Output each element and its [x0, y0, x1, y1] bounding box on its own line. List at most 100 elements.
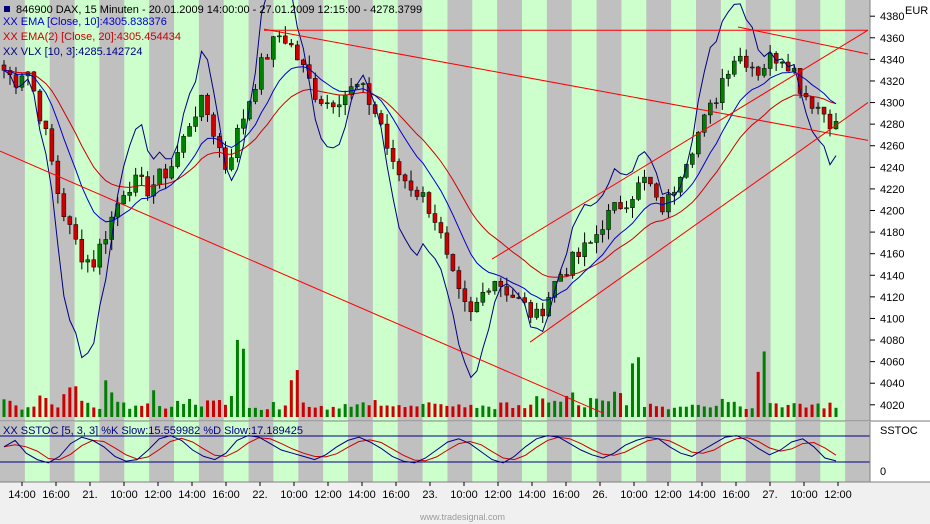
price-tick-label: 4200 — [880, 206, 904, 218]
volume-bar — [726, 402, 730, 417]
volume-bar — [607, 401, 611, 417]
volume-bar — [217, 399, 221, 417]
volume-bar — [421, 403, 425, 417]
time-tick-label: 10:00 — [790, 489, 818, 501]
candle-body — [313, 78, 318, 100]
candle-body — [690, 153, 695, 165]
candle-body — [408, 180, 414, 191]
candle-body — [726, 73, 731, 79]
candle-body — [121, 195, 126, 205]
stoch-session-bands — [0, 422, 871, 482]
time-tick-label: 16:00 — [722, 489, 750, 501]
candle-body — [205, 94, 210, 116]
time-tick-label: 10:00 — [620, 489, 648, 501]
price-tick-label: 4300 — [880, 98, 904, 110]
candle-body — [318, 99, 324, 104]
volume-bar — [307, 406, 311, 417]
candle-body — [528, 302, 533, 318]
band-column — [248, 422, 274, 482]
candle-body — [462, 288, 468, 302]
time-tick-label: 14:00 — [8, 489, 36, 501]
volume-bar — [385, 405, 389, 417]
volume-bar — [798, 403, 802, 417]
volume-bar — [595, 398, 599, 417]
candle-body — [414, 189, 420, 197]
candle-body — [636, 182, 641, 200]
band-column — [372, 0, 399, 421]
volume-bar — [625, 405, 629, 417]
candle-body — [779, 61, 785, 64]
volume-bar — [409, 405, 413, 417]
price-tick-label: 4380 — [880, 11, 904, 23]
time-tick-label: 16:00 — [42, 489, 70, 501]
volume-bar — [451, 406, 455, 417]
candle-body — [103, 239, 109, 245]
band-column — [223, 422, 250, 482]
candle-body — [31, 71, 37, 92]
candle-body — [271, 36, 276, 60]
volume-bar — [714, 405, 718, 417]
time-axis — [0, 482, 930, 524]
candle-body — [181, 136, 186, 153]
candle-body — [702, 114, 707, 133]
volume-bar — [666, 409, 670, 417]
volume-bar — [804, 407, 808, 417]
price-tick-label: 4080 — [880, 335, 904, 347]
volume-bar — [696, 404, 700, 417]
candle-body — [588, 242, 593, 244]
price-tick-label: 4140 — [880, 270, 904, 282]
volume-bar — [517, 405, 521, 417]
volume-bar — [613, 391, 617, 417]
band-column — [671, 0, 697, 421]
volume-bar — [577, 405, 581, 417]
volume-bar — [499, 402, 503, 417]
trendline — [263, 28, 869, 141]
candle-body — [827, 113, 833, 130]
candle-body — [492, 281, 498, 292]
band-column — [820, 422, 846, 482]
band-column — [99, 0, 125, 421]
volume-bar — [487, 406, 491, 417]
band-column — [174, 0, 200, 421]
volume-bar — [391, 406, 395, 417]
volume-bar — [176, 400, 180, 417]
trendline — [529, 102, 869, 343]
stoch-axis-zero: 0 — [880, 466, 886, 478]
volume-bar — [349, 406, 353, 417]
volume-bar — [164, 408, 168, 417]
volume-bar — [211, 400, 215, 417]
volume-bar — [702, 406, 706, 417]
volume-bar — [660, 406, 664, 417]
volume-bar — [415, 406, 419, 417]
time-tick-label: 14:00 — [688, 489, 716, 501]
legend-ema10: XX EMA [Close, 10]:4305.838376 — [3, 16, 167, 28]
time-tick-label: 12:00 — [824, 489, 852, 501]
candle-body — [289, 43, 294, 46]
band-column — [298, 422, 324, 482]
volume-bar — [122, 402, 126, 417]
volume-bar — [397, 405, 401, 417]
band-column — [497, 422, 523, 482]
volume-bar — [433, 403, 437, 417]
volume-bar — [762, 351, 766, 417]
time-tick-label: 22. — [252, 489, 267, 501]
stoch-axis — [870, 422, 930, 482]
volume-bar — [8, 400, 12, 417]
candle-body — [522, 297, 527, 303]
candle-body — [211, 114, 216, 137]
volume-bar — [678, 406, 682, 417]
legend-ema20: XX EMA(2) [Close, 20]:4305.454434 — [3, 31, 181, 43]
candle-body — [450, 254, 456, 271]
candle-body — [618, 202, 623, 210]
volume-bar — [565, 395, 569, 417]
volume-bar — [62, 394, 66, 417]
volume-bar — [158, 406, 162, 417]
volume-bar — [50, 404, 54, 417]
volume-bar — [511, 407, 515, 417]
volume-bar — [469, 404, 473, 417]
volume-bar — [116, 401, 120, 417]
band-column — [571, 0, 598, 421]
candle-body — [169, 166, 174, 179]
candle-body — [426, 192, 432, 214]
volume-bar — [235, 339, 239, 417]
